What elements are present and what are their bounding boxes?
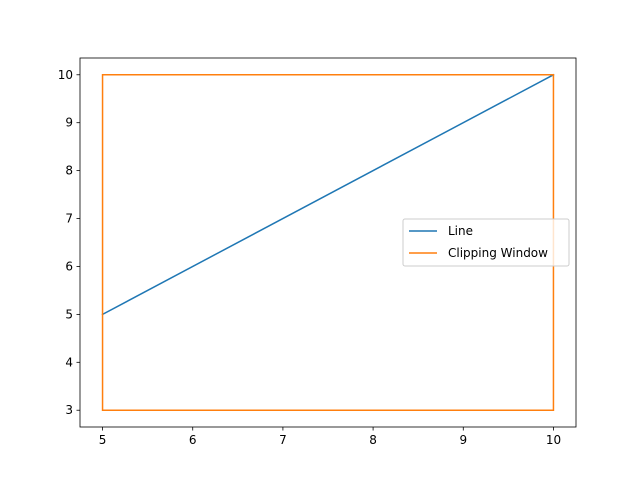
legend-box [402,218,570,267]
series-line-2 [101,74,555,411]
axes-frame [79,57,577,428]
x-tick-label: 7 [279,433,287,447]
series-line-1 [101,73,555,316]
y-tick-label: 4 [65,355,73,369]
x-tick-label: 8 [369,433,377,447]
series-layer [101,73,555,411]
y-tick-label: 8 [65,164,73,178]
axes-layer: 5 6 7 8 9 10 3 4 5 6 7 8 9 10 [58,57,577,447]
legend-label-1: Line [448,224,473,238]
x-tick-label: 6 [189,433,197,447]
y-tick-label: 10 [58,68,73,82]
x-tick-label: 9 [459,433,467,447]
y-tick-label: 7 [65,212,73,226]
y-tick-label: 5 [65,307,73,321]
y-tick-label: 9 [65,116,73,130]
legend: Line Clipping Window [402,218,570,267]
x-tick-label: 5 [99,433,107,447]
y-tick-label: 3 [65,403,73,417]
y-tick-label: 6 [65,259,73,273]
legend-label-2: Clipping Window [448,246,548,260]
x-tick-label: 10 [546,433,561,447]
